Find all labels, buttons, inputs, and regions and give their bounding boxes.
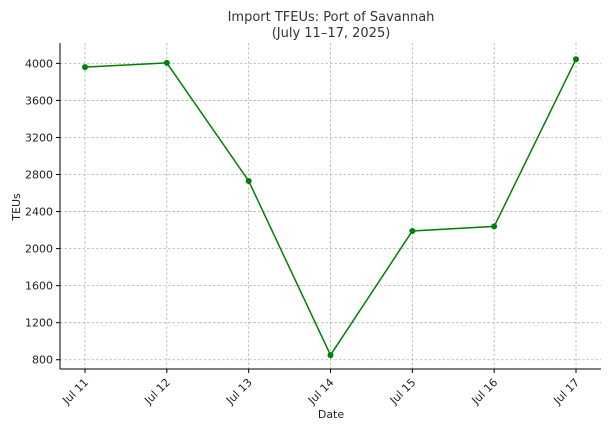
y-tick-label: 800 (32, 354, 53, 367)
data-point (409, 228, 416, 235)
y-tick-label: 2000 (25, 243, 53, 256)
data-point (573, 56, 579, 63)
y-tick-label: 1200 (25, 317, 53, 330)
x-axis-label: Date (318, 408, 345, 421)
y-tick-label: 4000 (25, 57, 53, 70)
series-layer (82, 56, 579, 359)
y-tick-label: 1600 (25, 280, 53, 293)
data-point (163, 59, 170, 66)
x-tick-label: Jul 17 (550, 376, 582, 408)
x-tick-label: Jul 13 (223, 376, 255, 408)
data-point (327, 352, 334, 359)
y-axis-label: TEUs (10, 193, 23, 222)
data-point (245, 177, 252, 184)
y-tick-label: 2800 (25, 169, 53, 182)
x-tick-label: Jul 11 (59, 376, 91, 408)
y-tick-label: 2400 (25, 206, 53, 219)
data-point (491, 223, 498, 230)
x-tick-label: Jul 12 (141, 376, 173, 408)
data-point (82, 64, 88, 71)
grid-layer (60, 43, 601, 369)
y-tick-label: 3600 (25, 94, 53, 107)
chart-title-line-1: Import TFEUs: Port of Savannah (228, 10, 435, 25)
y-tick-label: 3200 (25, 131, 53, 144)
x-tick-label: Jul 15 (387, 376, 419, 408)
x-tick-label: Jul 16 (469, 376, 501, 408)
axes-layer: 800 1200 1600 2000 2400 2800 3200 3600 4000 Jul 1… (25, 43, 601, 408)
x-tick-label: Jul 14 (305, 376, 337, 408)
chart-title-line-2: (July 11–17, 2025) (272, 26, 391, 41)
